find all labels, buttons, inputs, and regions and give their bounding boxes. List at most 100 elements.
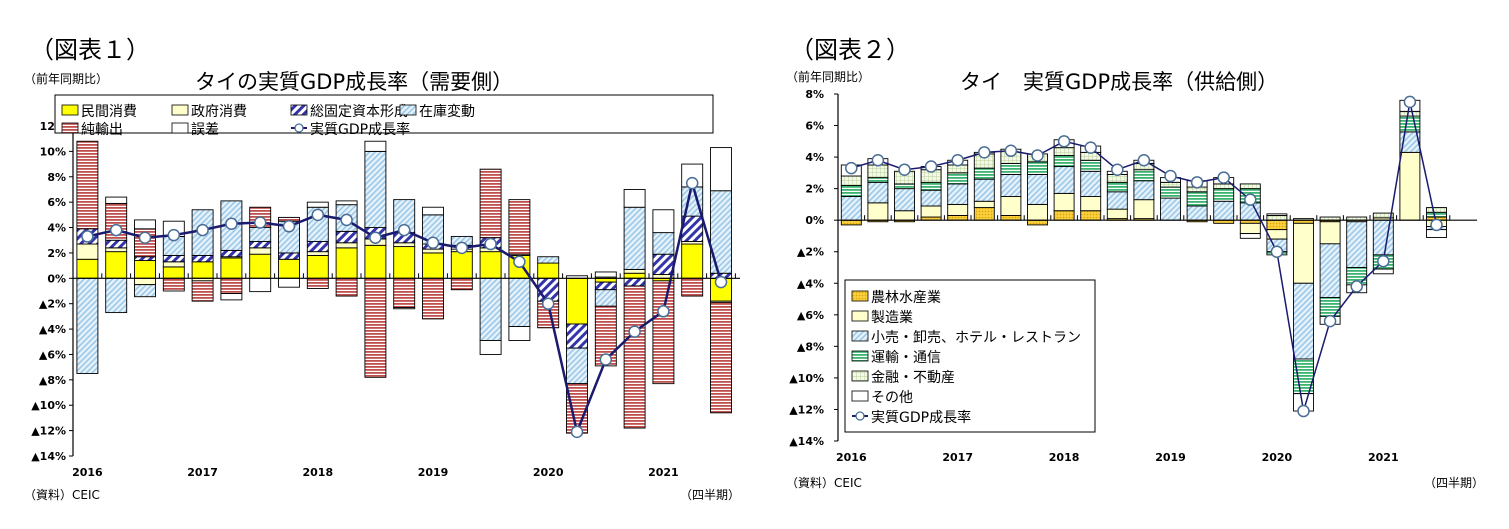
chart-1-bar-総固定資本形成-2017Q4 <box>278 252 300 260</box>
chart-1-bar-総固定資本形成-2016Q2 <box>105 239 128 249</box>
chart-1-y-tick-label: ▲8% <box>39 374 66 387</box>
chart-2-bar-運輸・通信-2016Q2 <box>867 177 889 183</box>
chart-2-bar-その他-2021Q1 <box>1372 268 1394 275</box>
chart-2-bar-小売・卸売、ホテル・レストラン-2018Q3 <box>1106 191 1128 210</box>
chart-1-bar-民間消費-2017Q1 <box>191 261 214 279</box>
figure-2-period-note: （四半期） <box>1424 476 1485 490</box>
chart-1-y-tick-label: 10% <box>40 145 66 158</box>
chart-1-bar-在庫変動-2016Q3 <box>134 284 156 298</box>
chart-2-bar-小売・卸売、ホテル・レストラン-2017Q1 <box>947 183 969 205</box>
chart-1-x-tick-label: 2018 <box>302 466 333 479</box>
chart-1-bar-総固定資本形成-2017Q1 <box>191 255 214 263</box>
chart-1-gdp-point-2020Q1 <box>541 297 555 310</box>
chart-1-bar-純輸出-2017Q2 <box>220 277 243 294</box>
chart-1-x-tick-label: 2021 <box>648 466 679 479</box>
chart-2-gdp-point-2016Q2 <box>871 153 885 167</box>
chart-1-bar-純輸出-2021Q3 <box>710 301 732 414</box>
chart-2-bar-運輸・通信-2021Q2 <box>1399 115 1421 133</box>
chart-1-legend-label: 誤差 <box>191 122 219 138</box>
chart-1-bar-政府消費-2017Q3 <box>249 247 272 255</box>
chart-1-bar-在庫変動-2017Q3 <box>249 227 272 242</box>
chart-2-bar-運輸・通信-2017Q2 <box>973 167 995 180</box>
chart-2-bar-運輸・通信-2017Q3 <box>1000 162 1022 175</box>
chart-2-gdp-point-2018Q2 <box>1084 141 1097 154</box>
chart-1-y-tick-label: 6% <box>47 196 66 209</box>
chart-2-legend-swatch <box>851 370 869 382</box>
chart-2-gdp-point-2021Q3 <box>1430 218 1443 232</box>
chart-1-bar-民間消費-2020Q2 <box>566 277 588 325</box>
chart-1-legend-swatch <box>171 122 189 134</box>
chart-2-bar-製造業-2020Q2 <box>1293 222 1314 284</box>
chart-2-bar-農林水産業-2017Q3 <box>1000 214 1022 221</box>
chart-1-gdp-point-2018Q3 <box>369 231 382 244</box>
chart-2-y-tick-label: ▲8% <box>797 340 824 353</box>
chart-2-x-tick-label: 2017 <box>942 451 973 464</box>
chart-1-legend-marker-swatch <box>294 123 304 133</box>
chart-1-bar-誤差-2017Q4 <box>278 277 300 288</box>
chart-2-bar-小売・卸売、ホテル・レストラン-2016Q3 <box>894 188 915 212</box>
figure-1-period-note: （四半期） <box>680 488 741 502</box>
chart-1-gdp-point-2016Q4 <box>167 228 181 242</box>
chart-1-bar-誤差-2019Q1 <box>422 206 444 216</box>
chart-1-y-tick-label: 4% <box>47 222 66 235</box>
chart-1-bar-民間消費-2018Q2 <box>335 247 358 279</box>
chart-1-legend-label: 民間消費 <box>81 104 137 120</box>
chart-2-bar-小売・卸売、ホテル・レストラン-2017Q3 <box>1000 173 1022 197</box>
chart-2-bar-小売・卸売、ホテル・レストラン-2017Q4 <box>1027 173 1048 205</box>
chart-2-bar-農林水産業-2017Q4 <box>1027 219 1048 226</box>
chart-2-legend-label: その他 <box>871 390 913 406</box>
chart-1-bar-誤差-2019Q3 <box>479 340 502 355</box>
chart-2-gdp-point-2016Q4 <box>924 160 938 173</box>
chart-1-bar-純輸出-2020Q3 <box>594 305 617 367</box>
chart-1-legend-swatch <box>290 104 308 116</box>
chart-2-x-tick-label: 2016 <box>836 451 867 464</box>
chart-2-bar-小売・卸売、ホテル・レストラン-2016Q1 <box>840 196 862 221</box>
chart-1-bar-在庫変動-2020Q1 <box>537 256 560 264</box>
chart-1-gdp-point-2019Q1 <box>426 236 440 250</box>
chart-1-gdp-point-2017Q2 <box>225 217 238 230</box>
chart-1-bar-総固定資本形成-2020Q2 <box>566 323 588 349</box>
chart-1-bar-純輸出-2016Q4 <box>162 277 185 292</box>
chart-1-bar-純輸出-2019Q1 <box>422 277 444 320</box>
chart-1-bar-政府消費-2020Q4 <box>623 268 646 274</box>
chart-2-legend-label: 小売・卸売、ホテル・レストラン <box>871 330 1081 346</box>
chart-2-legend-swatch <box>851 310 869 322</box>
chart-1-bar-在庫変動-2018Q3 <box>364 150 387 228</box>
chart-1-bar-民間消費-2016Q1 <box>76 258 99 279</box>
chart-2-bar-製造業-2017Q2 <box>973 200 995 209</box>
chart-1-gdp-point-2020Q3 <box>599 353 613 366</box>
chart-2-bar-小売・卸売、ホテル・レストラン-2021Q1 <box>1372 219 1394 256</box>
chart-2-legend-swatch <box>851 390 869 402</box>
chart-1-legend-swatch <box>399 104 417 116</box>
chart-2-bar-運輸・通信-2019Q2 <box>1186 191 1208 207</box>
chart-1-y-tick-label: ▲10% <box>31 399 66 412</box>
chart-1-legend-swatch <box>61 122 79 134</box>
chart-2-y-tick-label: ▲2% <box>797 246 824 259</box>
chart-1-legend-swatch <box>171 104 189 116</box>
chart-1-title: タイの実質GDP成長率（需要側） <box>195 70 514 94</box>
chart-1-bar-純輸出-2016Q1 <box>76 140 99 230</box>
chart-1-bar-在庫変動-2020Q2 <box>566 347 588 385</box>
chart-1-bar-純輸出-2019Q2 <box>450 277 473 291</box>
chart-1-bar-政府消費-2016Q4 <box>162 261 185 268</box>
chart-2-bar-金融・不動産-2019Q3 <box>1213 183 1235 190</box>
chart-1-bar-純輸出-2019Q3 <box>479 168 502 239</box>
chart-2-bar-製造業-2016Q2 <box>867 202 889 221</box>
chart-1-legend-swatch <box>61 104 79 116</box>
chart-2-bar-運輸・通信-2018Q1 <box>1053 155 1075 168</box>
chart-1-bar-純輸出-2018Q4 <box>393 277 416 308</box>
chart-2-gdp-point-2021Q2 <box>1403 95 1417 109</box>
chart-2-y-tick-label: 4% <box>805 151 824 164</box>
chart-2-bar-その他-2020Q1 <box>1266 213 1288 216</box>
chart-2-bar-製造業-2016Q3 <box>894 210 915 221</box>
chart-1-bar-純輸出-2021Q2 <box>681 277 704 297</box>
chart-2-bar-小売・卸売、ホテル・レストラン-2019Q2 <box>1186 205 1208 221</box>
chart-1-y-tick-label: ▲6% <box>39 348 66 361</box>
chart-1-bar-誤差-2016Q3 <box>134 219 156 230</box>
chart-2-gdp-point-2016Q1 <box>845 161 858 175</box>
chart-2-legend-label: 運輸・通信 <box>871 350 941 366</box>
chart-1-bar-総固定資本形成-2018Q1 <box>306 241 329 253</box>
chart-1-bar-誤差-2019Q4 <box>508 326 531 341</box>
chart-2-title: タイ 実質GDP成長率（供給側） <box>960 70 1279 94</box>
chart-2-legend-label: 金融・不動産 <box>871 370 955 386</box>
